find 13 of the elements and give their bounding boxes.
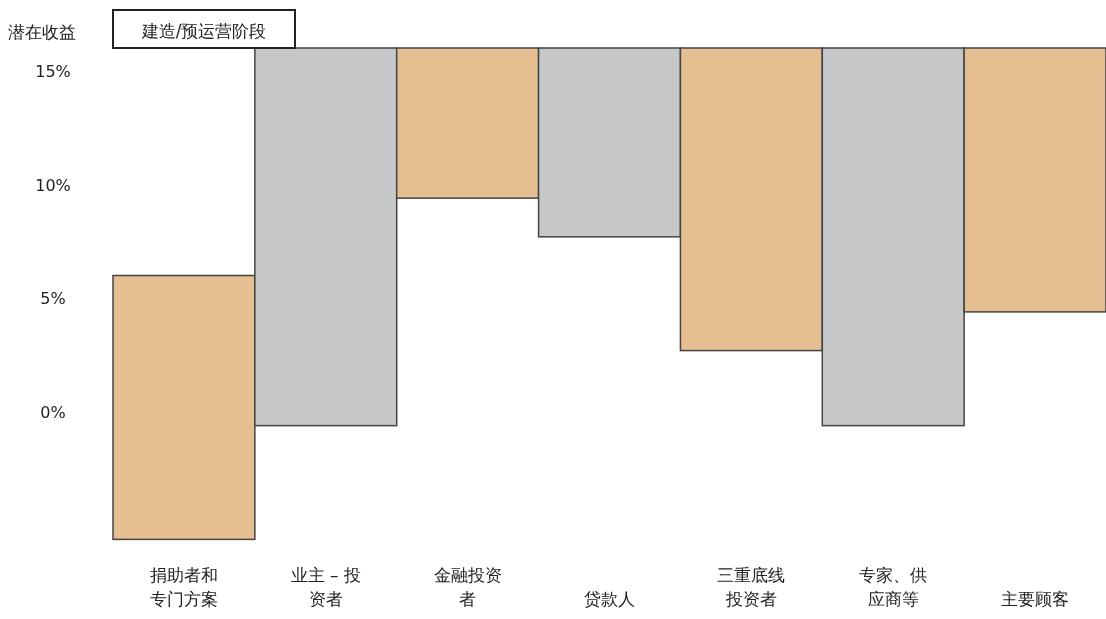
x-tick-label: 金融投资者 xyxy=(432,564,503,611)
y-tick-label: 15% xyxy=(35,61,71,81)
y-axis-title: 潜在收益 xyxy=(8,22,76,42)
x-tick-label: 主要顾客 xyxy=(1000,588,1071,611)
x-tick-label: 业主 – 投资者 xyxy=(289,564,362,611)
y-tick-label: 10% xyxy=(35,175,71,195)
y-tick-label: 5% xyxy=(40,289,66,309)
x-tick-label: 捐助者和专门方案 xyxy=(148,564,219,611)
x-tick-label: 三重底线投资者 xyxy=(716,564,787,611)
x-tick-label: 贷款人 xyxy=(583,588,636,611)
x-tick-label: 专家、供应商等 xyxy=(858,564,929,611)
chart-title: 建造/预运营阶段 xyxy=(140,21,267,41)
y-tick-label: 0% xyxy=(40,403,66,422)
